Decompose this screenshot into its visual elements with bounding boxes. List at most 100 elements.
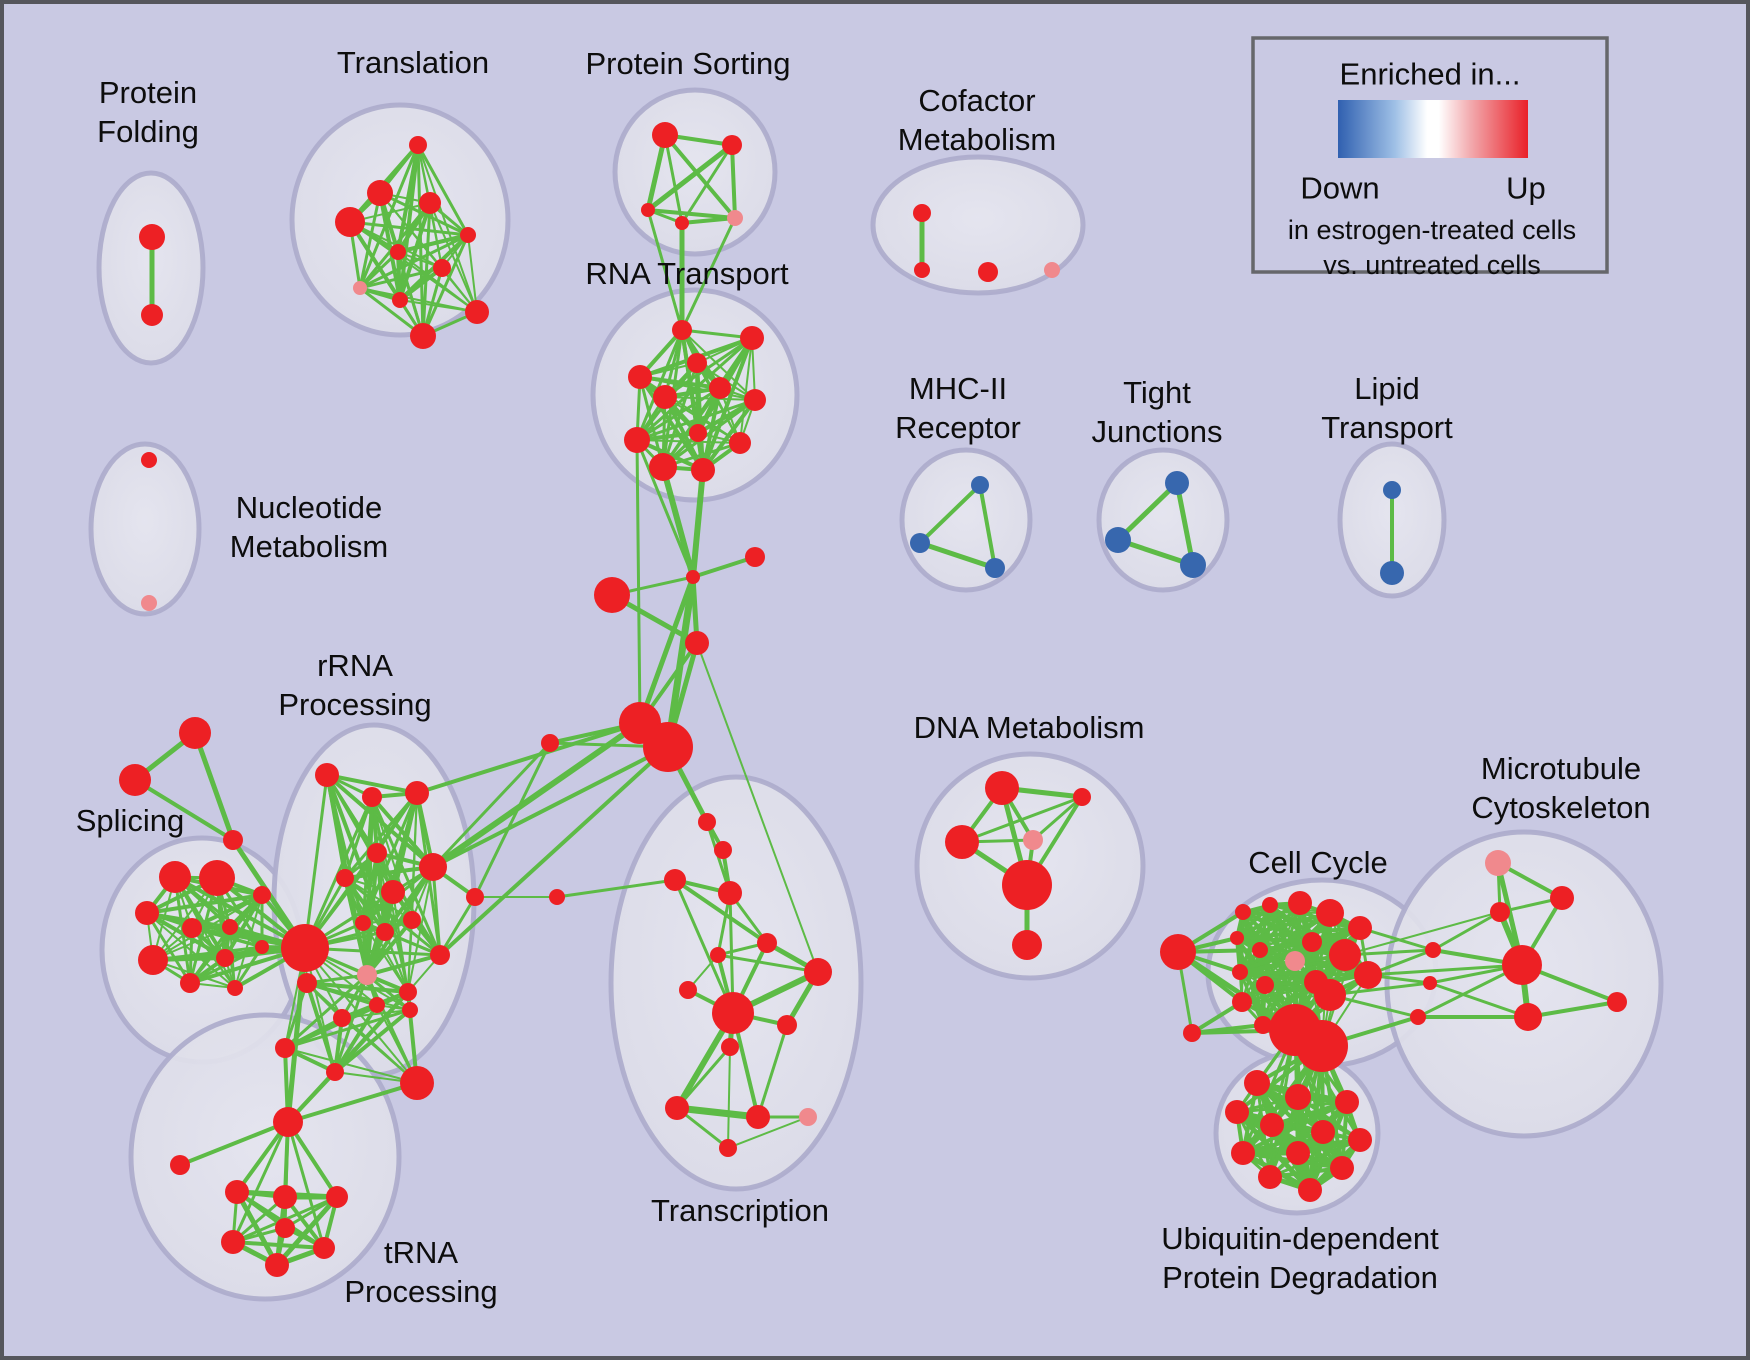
edge-tnh-tn5 (286, 1120, 326, 1250)
gene-set-node-r5 (653, 385, 677, 409)
edge-cc5-cc6 (1235, 926, 1362, 940)
gene-set-node-tn7 (275, 1218, 295, 1238)
edge-rx4-rx6 (333, 1008, 412, 1074)
gene-set-node-tr1 (179, 717, 211, 749)
gene-set-node-cc16 (1254, 1016, 1272, 1034)
gene-set-node-ccb (1160, 934, 1196, 970)
gene-set-node-tx3 (664, 869, 686, 891)
gene-set-node-tx7 (679, 981, 697, 999)
cluster-label-line: Metabolism (230, 529, 389, 564)
gene-set-node-cc9 (1329, 939, 1361, 971)
gene-set-node-tn1 (225, 1180, 249, 1204)
gene-set-node-sp2 (199, 860, 235, 896)
edge-tx12-tx13 (673, 1104, 762, 1121)
legend-subtitle-1: in estrogen-treated cells (1288, 215, 1576, 245)
edge-rr11-rr12 (365, 953, 442, 977)
edge-hub1-rr6 (430, 720, 643, 870)
gene-set-node-t8 (353, 281, 367, 295)
gene-set-node-cf4 (1044, 262, 1060, 278)
cluster-label-cell-cycle: Cell Cycle (1248, 845, 1388, 880)
edge-t7-t8 (358, 266, 444, 290)
gene-set-node-cc6 (1230, 931, 1244, 945)
gene-set-node-t10 (465, 300, 489, 324)
cluster-label-line: Protein Sorting (585, 46, 790, 81)
edge-rr6-rr11 (431, 865, 442, 957)
edge-r7-r12 (701, 398, 757, 472)
gene-set-node-dm6 (1012, 930, 1042, 960)
edge-r11-c1 (660, 464, 696, 580)
edge-mh1-mh3 (978, 483, 997, 570)
edge-rr7-rr13 (392, 891, 409, 993)
edge-dm2-dm4 (1031, 795, 1084, 842)
gene-set-node-cc4 (1316, 899, 1344, 927)
edge-t8-t11 (358, 286, 425, 338)
gene-set-node-tni (170, 1155, 190, 1175)
edge-rr2-rr6 (370, 795, 435, 869)
edge-ub12-ccM1 (1293, 1028, 1312, 1192)
gene-set-node-mtb3 (1410, 1009, 1426, 1025)
edge-t1-t10 (417, 144, 478, 313)
gene-set-node-rr2 (362, 787, 382, 807)
cluster-label-mhc-ii: MHC-II Receptor (895, 371, 1021, 445)
gene-set-node-r7 (744, 389, 766, 411)
gene-set-node-rr14 (466, 888, 484, 906)
edge-rr9-rr13 (384, 931, 409, 993)
cluster-label-line: Junctions (1092, 414, 1223, 449)
edge-ps1-ps5 (663, 133, 737, 220)
gene-set-node-t9 (392, 292, 408, 308)
gene-set-node-cf2 (914, 262, 930, 278)
cluster-label-line: Tight (1123, 375, 1191, 410)
gene-set-node-tx12 (665, 1096, 689, 1120)
edge-hub1-rr3 (415, 721, 642, 795)
edge-r7-r8 (635, 398, 757, 442)
edge-sp3-sp6 (145, 893, 264, 915)
gene-set-node-c2 (745, 547, 765, 567)
gene-set-node-ub10 (1258, 1165, 1282, 1189)
edge-mtb2-mt4 (1428, 981, 1530, 1019)
gene-set-node-ps4 (675, 216, 689, 230)
cluster-label-line: Cofactor (918, 83, 1035, 118)
cluster-label-line: Folding (97, 114, 199, 149)
cluster-label-line: Cytoskeleton (1471, 790, 1650, 825)
gene-set-node-sp9 (216, 949, 234, 967)
edge-mtb1-mt2 (1431, 910, 1502, 952)
edge-tr1-tr3 (192, 730, 236, 843)
gene-set-node-dm1 (985, 771, 1019, 805)
edge-ps5-r1 (680, 216, 737, 332)
edge-r2-r8 (635, 336, 754, 442)
edge-tnh-rr13 (286, 990, 410, 1124)
edge-c1-hub1 (637, 574, 696, 726)
gene-set-node-rr11 (430, 945, 450, 965)
gene-set-node-cc7 (1252, 942, 1268, 958)
edge-rx7-hubL (304, 947, 418, 1084)
cluster-label-lipid-transport: Lipid Transport (1321, 371, 1453, 445)
gene-set-node-sp3 (135, 901, 159, 925)
cluster-label-tight-junctions: Tight Junctions (1092, 375, 1223, 449)
gene-set-node-mh2 (910, 533, 930, 553)
edge-mh1-mh2 (918, 483, 982, 545)
cluster-label-line: Cell Cycle (1248, 845, 1388, 880)
gene-set-node-rr10 (403, 911, 421, 929)
gene-set-node-sp7 (138, 945, 168, 975)
gene-set-node-ub11 (1330, 1156, 1354, 1180)
edge-tj1-tj3 (1174, 480, 1196, 568)
edge-r8-hub1 (635, 438, 642, 725)
edge-t5-t8 (358, 233, 470, 290)
cluster-ellipse-cofactor (870, 154, 1086, 296)
edge-t4-t7 (429, 202, 443, 269)
edge-tn3-tn6 (274, 1194, 340, 1268)
edge-hub2-rr11 (438, 745, 670, 957)
edge-r5-r7 (664, 396, 756, 401)
edge-sp4-sp6 (190, 893, 264, 930)
gene-set-node-mt1 (1550, 886, 1574, 910)
gene-set-node-tr3 (223, 830, 243, 850)
gene-set-node-dm2 (1073, 788, 1091, 806)
edge-c5-rr6 (431, 741, 552, 869)
cluster-label-line: Protein Degradation (1162, 1260, 1438, 1295)
cluster-label-line: tRNA (384, 1235, 458, 1270)
gene-set-node-tx2 (714, 841, 732, 859)
gene-set-node-ub12 (1298, 1178, 1322, 1202)
edge-sp10-sp11 (233, 945, 264, 990)
gene-set-node-mtb2 (1423, 976, 1437, 990)
edge-cc4-cc6 (1235, 911, 1332, 940)
